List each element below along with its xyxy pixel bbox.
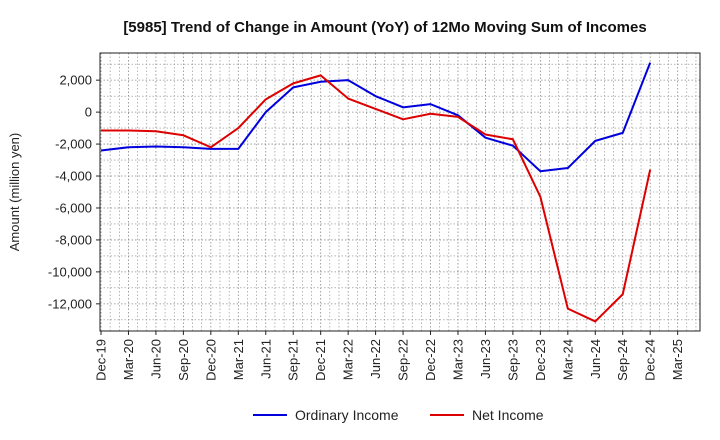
y-tick-label: 0 — [85, 105, 92, 120]
x-tick-label: Mar-24 — [560, 339, 575, 380]
x-tick-label: Mar-25 — [670, 339, 685, 380]
legend: Ordinary Income Net Income — [253, 407, 544, 423]
y-axis: 2,000 0 -2,000 -4,000 -6,000 -8,000 -10,000 -12… — [48, 73, 100, 311]
x-tick-label: Dec-21 — [313, 339, 328, 381]
y-tick-label: 2,000 — [59, 73, 92, 88]
y-axis-label: Amount (million yen) — [7, 133, 22, 252]
x-axis: Dec-19 Mar-20 Jun-20 Sep-20 Dec-20 Mar-21 Jun-… — [94, 331, 685, 381]
y-tick-label: -2,000 — [55, 137, 92, 152]
grid — [100, 53, 700, 331]
x-tick-label: Mar-21 — [231, 339, 246, 380]
y-tick-label: -4,000 — [55, 169, 92, 184]
x-tick-label: Dec-19 — [94, 339, 109, 381]
plot-area — [100, 53, 700, 331]
plot-frame — [99, 52, 701, 332]
legend-label: Ordinary Income — [295, 407, 399, 423]
x-tick-label: Sep-22 — [396, 339, 411, 381]
y-tick-label: -8,000 — [55, 232, 92, 247]
x-tick-label: Sep-21 — [286, 339, 301, 381]
x-tick-label: Jun-24 — [588, 339, 603, 379]
x-tick-label: Mar-22 — [341, 339, 356, 380]
legend-label: Net Income — [472, 407, 544, 423]
x-tick-label: Jun-23 — [478, 339, 493, 379]
x-tick-label: Sep-24 — [615, 339, 630, 381]
x-tick-label: Jun-22 — [368, 339, 383, 379]
y-tick-label: -12,000 — [48, 296, 92, 311]
x-tick-label: Sep-20 — [176, 339, 191, 381]
chart-title: [5985] Trend of Change in Amount (YoY) o… — [123, 19, 646, 36]
y-tick-label: -10,000 — [48, 264, 92, 279]
x-tick-label: Dec-20 — [203, 339, 218, 381]
x-tick-label: Dec-24 — [643, 339, 658, 381]
x-tick-label: Mar-23 — [450, 339, 465, 380]
x-tick-label: Dec-23 — [533, 339, 548, 381]
y-tick-label: -6,000 — [55, 200, 92, 215]
x-tick-label: Sep-23 — [505, 339, 520, 381]
x-tick-label: Dec-22 — [423, 339, 438, 381]
x-tick-label: Jun-20 — [148, 339, 163, 379]
series-lines — [100, 62, 652, 323]
x-tick-label: Mar-20 — [121, 339, 136, 380]
x-tick-label: Jun-21 — [258, 339, 273, 379]
